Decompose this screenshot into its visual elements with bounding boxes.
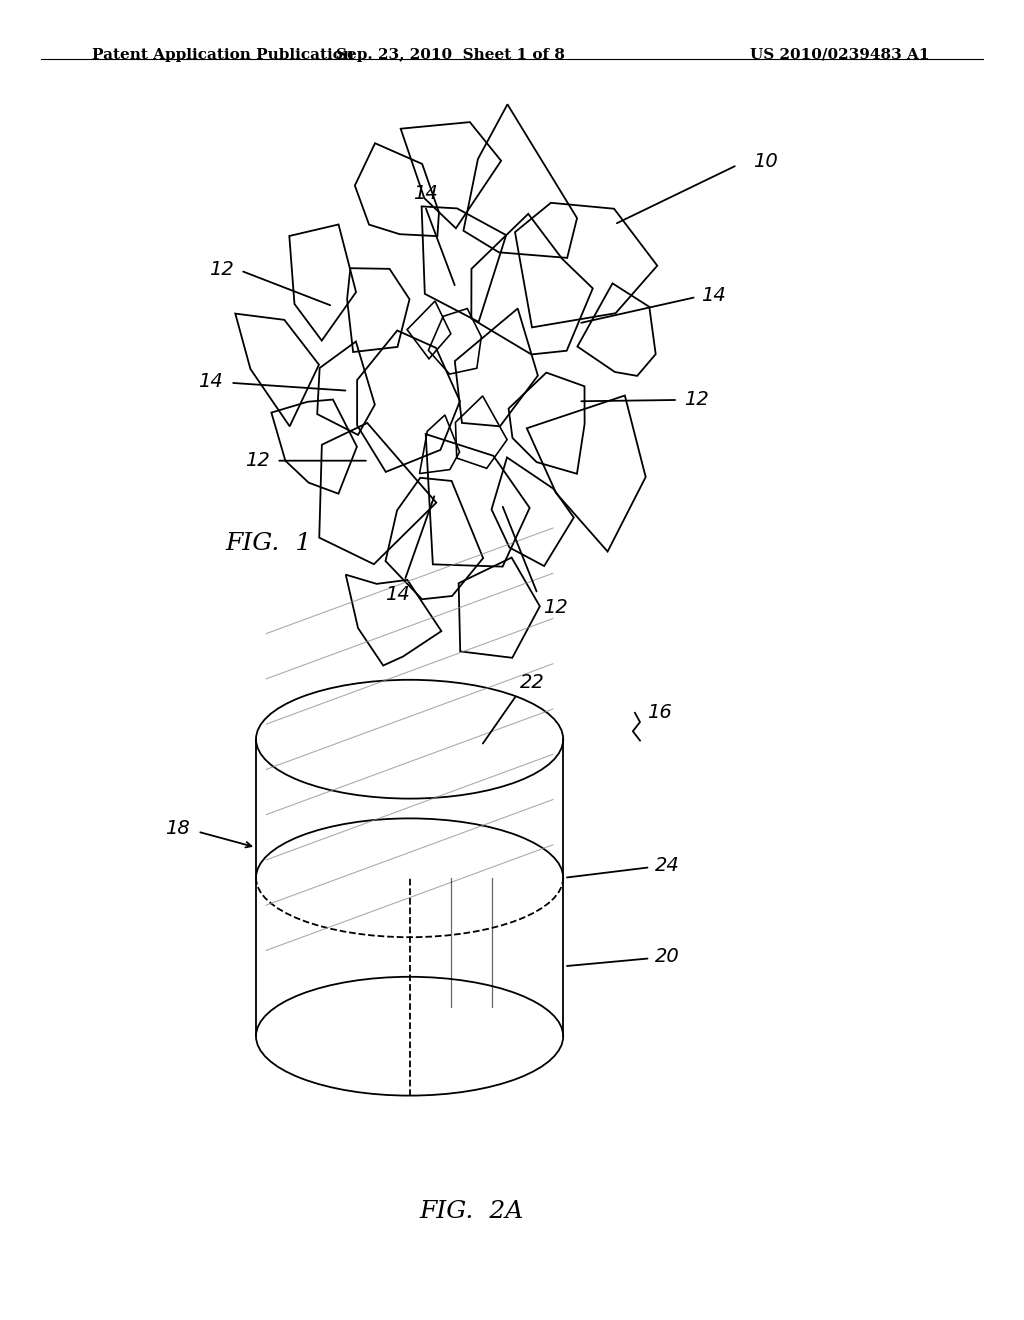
Text: Patent Application Publication: Patent Application Publication bbox=[92, 48, 354, 62]
Text: 14: 14 bbox=[701, 286, 726, 305]
Text: 12: 12 bbox=[543, 598, 567, 616]
Text: 18: 18 bbox=[165, 820, 189, 838]
Text: US 2010/0239483 A1: US 2010/0239483 A1 bbox=[750, 48, 930, 62]
Text: Sep. 23, 2010  Sheet 1 of 8: Sep. 23, 2010 Sheet 1 of 8 bbox=[336, 48, 565, 62]
Text: 12: 12 bbox=[209, 260, 233, 279]
Text: FIG.  1: FIG. 1 bbox=[225, 532, 311, 556]
Text: 20: 20 bbox=[655, 948, 680, 966]
Text: 24: 24 bbox=[655, 857, 680, 875]
Text: 16: 16 bbox=[647, 704, 672, 722]
Text: 14: 14 bbox=[199, 372, 223, 391]
Text: 12: 12 bbox=[245, 451, 269, 470]
Text: FIG.  2A: FIG. 2A bbox=[419, 1200, 523, 1224]
Text: 14: 14 bbox=[385, 585, 410, 603]
Text: 10: 10 bbox=[753, 152, 777, 170]
Text: 22: 22 bbox=[520, 673, 545, 692]
Text: 12: 12 bbox=[684, 391, 709, 409]
Text: 14: 14 bbox=[413, 185, 437, 203]
